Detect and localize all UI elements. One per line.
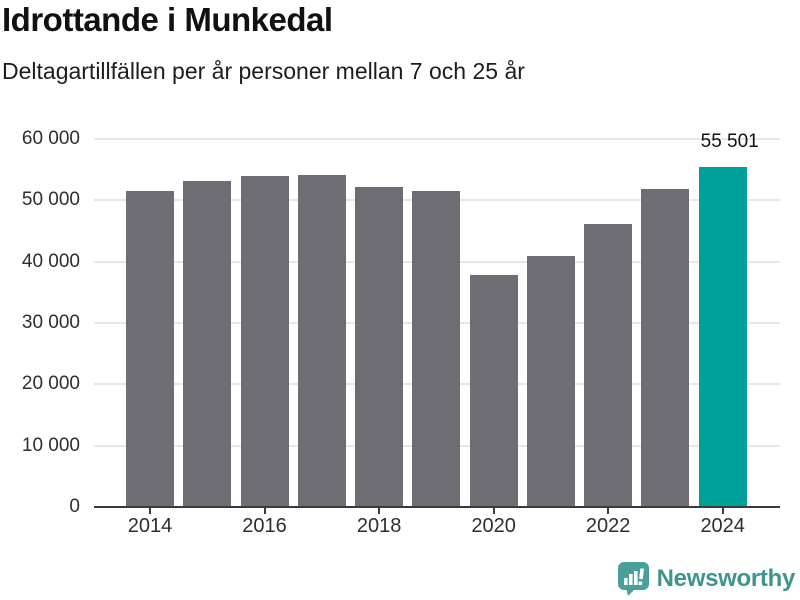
x-tick-label: 2024 [700,515,745,537]
x-tick-label: 2016 [242,515,287,537]
chart-title: Idrottande i Munkedal [2,1,333,38]
gridline [94,138,780,140]
bar-2024 [698,166,747,507]
x-tick-label: 2022 [585,515,631,537]
x-axis-tick [607,508,610,514]
y-tick-label: 30 000 [21,312,80,333]
x-axis-line [94,506,780,508]
bar-2016 [240,176,289,507]
y-tick-label: 60 000 [21,128,80,149]
x-axis-tick [492,508,495,514]
y-tick-label: 10 000 [21,434,80,456]
bar-2021 [526,256,575,507]
bar-2014 [126,190,174,507]
brand-footer: Newsworthy [617,562,796,596]
y-tick-label: 50 000 [21,189,80,211]
chart-subtitle: Deltagartillfällen per år personer mella… [2,58,525,84]
y-tick-label: 0 [69,496,80,517]
bar-2019 [412,190,461,507]
x-axis-tick [263,508,266,514]
bar-2015 [183,181,232,507]
bar-2023 [641,188,690,507]
x-axis-tick [721,508,724,514]
x-tick-label: 2020 [471,515,516,537]
bar-2022 [584,223,633,507]
bar-value-label: 55 501 [700,130,759,152]
newsworthy-logo-icon [617,562,649,596]
y-tick-label: 20 000 [21,373,80,395]
x-axis-tick [378,508,381,514]
bar-2018 [355,187,404,507]
x-tick-label: 2018 [356,515,402,537]
brand-name: Newsworthy [656,565,796,592]
bar-2020 [469,274,518,507]
bar-2017 [297,175,346,507]
x-tick-label: 2014 [127,515,173,537]
x-axis-tick [149,508,151,514]
y-tick-label: 40 000 [21,250,80,272]
